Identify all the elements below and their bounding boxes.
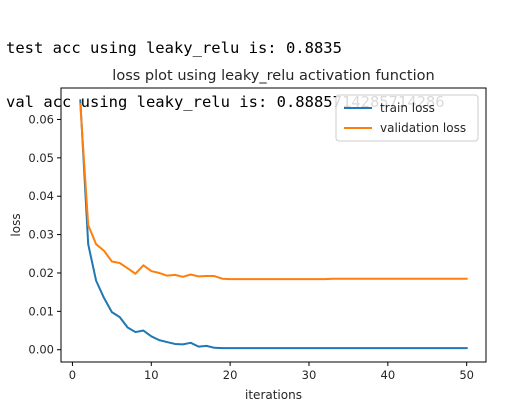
y-tick-label: 0.05	[28, 151, 54, 165]
y-tick-label: 0.01	[28, 304, 54, 318]
series-line-1	[79, 103, 468, 281]
y-tick-label: 0.03	[28, 228, 54, 242]
y-tick-label: 0.00	[28, 343, 54, 357]
legend-frame	[335, 94, 479, 142]
x-tick-label: 20	[223, 368, 238, 382]
series-line-0	[79, 99, 468, 350]
chart-legend: train loss validation loss	[335, 94, 479, 142]
axes-frame	[60, 87, 487, 363]
y-axis-label: loss	[9, 213, 23, 236]
legend-label-0: train loss	[380, 101, 435, 115]
y-tick-label: 0.04	[28, 189, 54, 203]
cell-output: test acc using leaky_relu is: 0.8835 val…	[6, 3, 445, 129]
x-tick-label: 0	[69, 368, 76, 382]
loss-plot-chart: loss plot using leaky_relu activation fu…	[9, 68, 487, 402]
x-tick-label: 30	[302, 368, 317, 382]
y-tick-label: 0.06	[28, 112, 54, 126]
plot-area: 0 10 20 30 40 50 0.00 0.01 0.02 0.03 0.04 0.05 0.06	[28, 87, 487, 382]
x-axis-label: iterations	[245, 388, 302, 402]
x-tick-label: 40	[381, 368, 396, 382]
legend-label-1: validation loss	[380, 121, 466, 135]
x-tick-label: 50	[459, 368, 474, 382]
x-tick-label: 10	[144, 368, 159, 382]
test-accuracy-line: test acc using leaky_relu is: 0.8835	[6, 39, 342, 57]
val-accuracy-line: val acc using leaky_relu is: 0.888571428…	[6, 93, 445, 111]
chart-title: loss plot using leaky_relu activation fu…	[112, 68, 434, 84]
y-tick-label: 0.02	[28, 266, 54, 280]
